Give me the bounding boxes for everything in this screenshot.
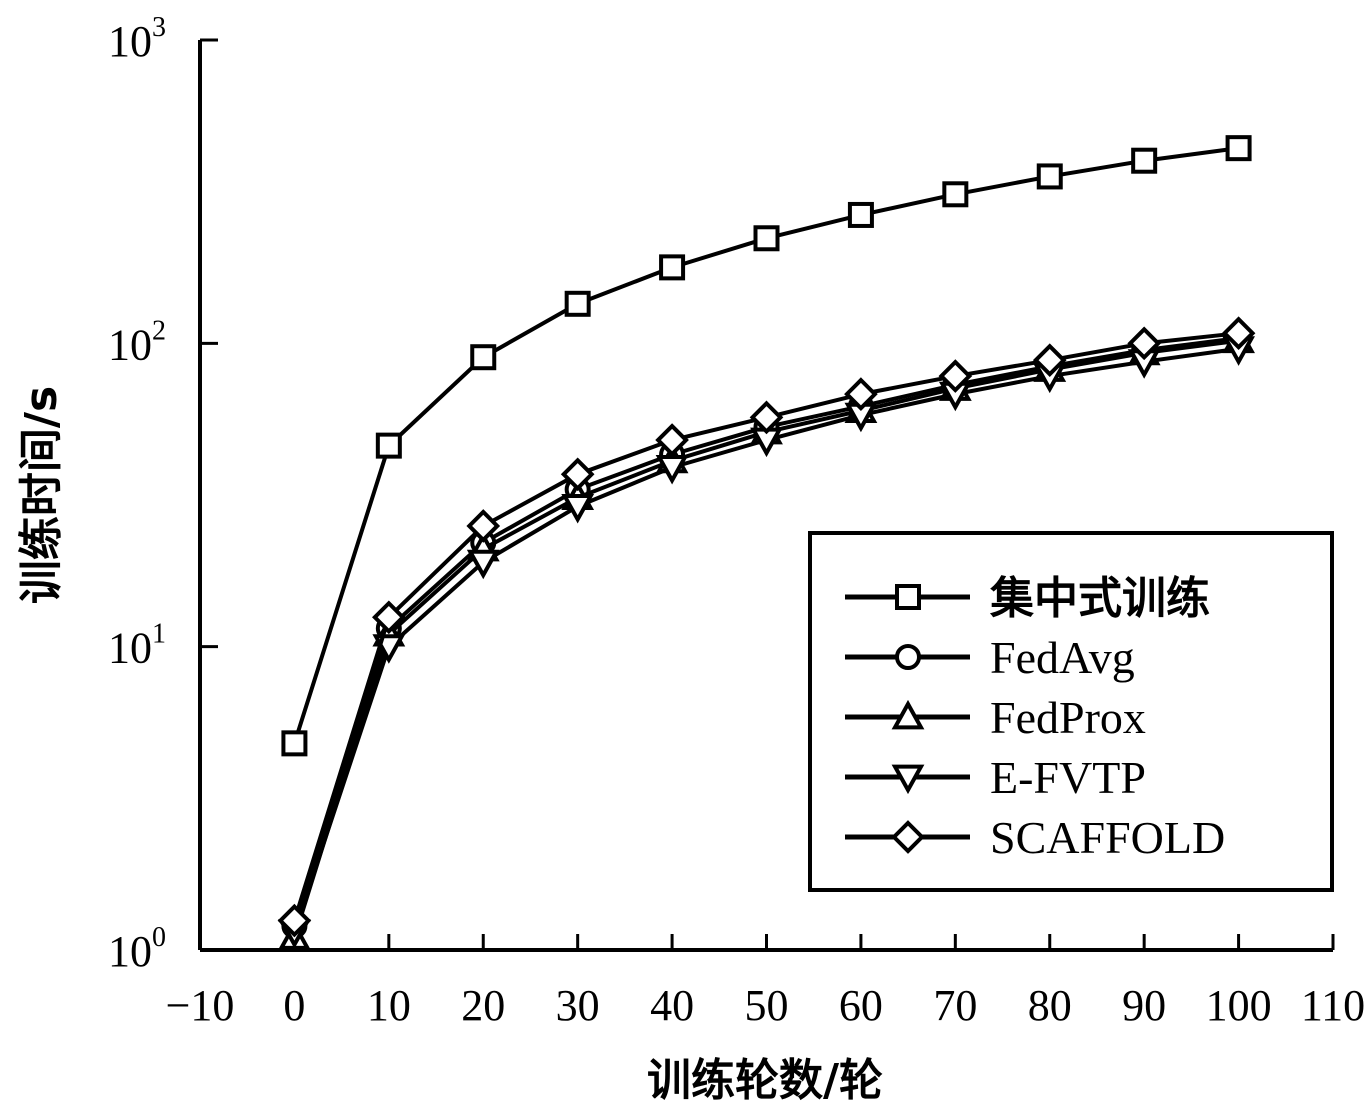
x-tick-label: 110 (1301, 981, 1365, 1030)
x-tick-label: 90 (1122, 981, 1166, 1030)
x-tick-label: 0 (283, 981, 305, 1030)
data-point (277, 903, 312, 938)
series-layer (277, 135, 1256, 950)
data-point (942, 181, 969, 208)
legend-marker (891, 820, 925, 854)
data-point (844, 377, 878, 411)
y-tick-label: 102 (108, 315, 166, 369)
x-tick-label: 30 (556, 981, 600, 1030)
x-axis-title: 训练轮数/轮 (647, 1055, 883, 1106)
series-4 (277, 316, 1256, 938)
legend-label: FedAvg (990, 632, 1135, 683)
data-point (659, 254, 686, 281)
data-point (938, 359, 973, 393)
x-tick-label: 20 (461, 981, 505, 1030)
legend-label: E-FVTP (990, 752, 1146, 803)
x-tick-label: 40 (650, 981, 694, 1030)
data-point (375, 432, 402, 459)
data-point (281, 730, 308, 757)
data-point (560, 457, 595, 492)
y-tick-label: 103 (108, 12, 166, 66)
series-0 (281, 135, 1252, 757)
data-point (1221, 316, 1256, 351)
y-tick-label: 101 (108, 619, 166, 673)
legend-marker (895, 584, 921, 610)
data-point (466, 549, 500, 580)
data-point (753, 225, 780, 252)
data-point (1225, 135, 1252, 162)
data-point (655, 454, 689, 485)
x-tick-label: 100 (1206, 981, 1272, 1030)
data-point (466, 509, 501, 543)
data-point (749, 400, 784, 435)
data-point (372, 600, 406, 635)
y-tick-label: 100 (108, 922, 166, 976)
legend-marker (895, 644, 921, 670)
legend: 集中式训练 FedAvg FedProx E-FVTP SCAFFOLD (808, 531, 1334, 892)
x-tick-label: 70 (933, 981, 977, 1030)
data-point (847, 201, 874, 228)
data-point (564, 290, 591, 317)
x-tick-label: 50 (745, 981, 789, 1030)
axes: −10 0 10 20 30 40 50 60 70 80 90 100 110 100 101 102 103 (108, 12, 1365, 1030)
data-point (1127, 326, 1161, 361)
x-tick-label: 60 (839, 981, 883, 1030)
data-point (1032, 343, 1067, 378)
y-axis-title: 训练时间/s (16, 386, 67, 604)
data-point (561, 494, 595, 524)
x-tick-label: 10 (367, 981, 411, 1030)
legend-marker (891, 699, 925, 730)
data-point (470, 344, 497, 371)
data-point (655, 423, 689, 457)
data-point (1131, 147, 1158, 174)
x-tick-label: −10 (166, 981, 235, 1030)
legend-label: SCAFFOLD (990, 812, 1225, 863)
data-point (1036, 163, 1063, 190)
x-tick-label: 80 (1028, 981, 1072, 1030)
legend-marker (891, 764, 925, 795)
legend-label: FedProx (990, 692, 1146, 743)
legend-label: 集中式训练 (989, 573, 1210, 624)
